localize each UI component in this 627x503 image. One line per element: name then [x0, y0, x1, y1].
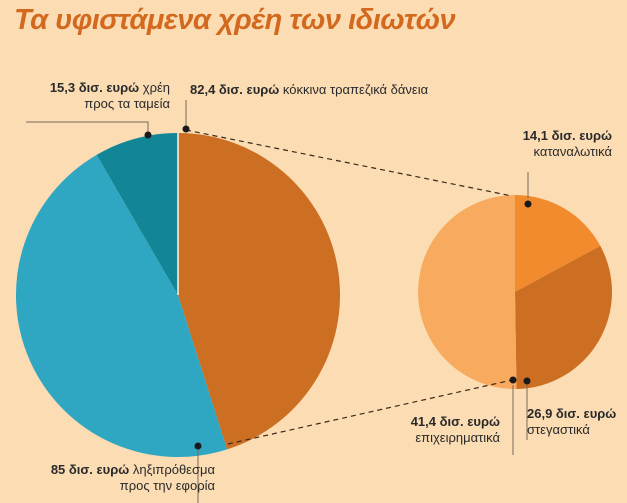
connector-top	[185, 129, 513, 197]
label-tax-arrears-value: 85 δισ. ευρώ	[50, 462, 130, 477]
connector-bottom	[227, 379, 513, 445]
chart-title: Τα υφιστάμενα χρέη των ιδιωτών	[14, 4, 456, 36]
label-bank-loans-value: 82,4 δισ. ευρώ	[190, 82, 280, 97]
label-consumer-text: καταναλωτικά	[533, 144, 613, 159]
leader-bank-loans-dot	[182, 125, 190, 133]
label-business-text: επιχειρηματικά	[415, 430, 500, 445]
leader-housing-dot	[523, 377, 531, 385]
sub-pie	[418, 195, 613, 389]
slice-housing	[515, 245, 613, 389]
slice-tax-arrears	[15, 154, 228, 458]
label-pension-debt-value: 15,3 δισ. ευρώ	[49, 80, 140, 95]
leader-consumer-dot	[524, 200, 532, 208]
label-bank-loans-text: κόκκινα τραπεζικά δάνεια	[282, 82, 429, 97]
slice-consumer	[515, 195, 601, 292]
label-pension-debt-text2: προς τα ταμεία	[84, 96, 170, 111]
label-housing: 26,9 δισ. ευρώ στεγαστικά	[527, 406, 616, 438]
leader-pension-debt-line	[26, 121, 149, 133]
label-pension-debt: 15,3 δισ. ευρώ χρέη προς τα ταμεία	[20, 80, 170, 112]
label-business: 41,4 δισ. ευρώ επιχειρηματικά	[380, 414, 500, 446]
label-business-value: 41,4 δισ. ευρώ	[410, 414, 500, 429]
leader-pension-debt-dot	[144, 131, 152, 139]
label-consumer: 14,1 δισ. ευρώ καταναλωτικά	[470, 128, 612, 160]
connectors	[26, 100, 532, 503]
label-pension-debt-text: χρέη	[142, 80, 170, 95]
label-tax-arrears-text: ληξιπρόθεσμα	[132, 462, 215, 477]
label-housing-text: στεγαστικά	[527, 422, 590, 437]
label-consumer-value: 14,1 δισ. ευρώ	[522, 128, 612, 143]
slice-bank-loans	[178, 133, 341, 450]
label-tax-arrears: 85 δισ. ευρώ ληξιπρόθεσμα προς την εφορί…	[10, 462, 215, 494]
main-pie	[15, 133, 341, 458]
label-bank-loans: 82,4 δισ. ευρώ κόκκινα τραπεζικά δάνεια	[190, 82, 428, 98]
label-tax-arrears-text2: προς την εφορία	[119, 478, 215, 493]
label-housing-value: 26,9 δισ. ευρώ	[527, 406, 617, 421]
leader-tax-arrears-dot	[194, 442, 202, 450]
slice-business	[418, 195, 517, 389]
slice-pension-debt	[96, 133, 178, 295]
leader-business-dot	[509, 376, 517, 384]
